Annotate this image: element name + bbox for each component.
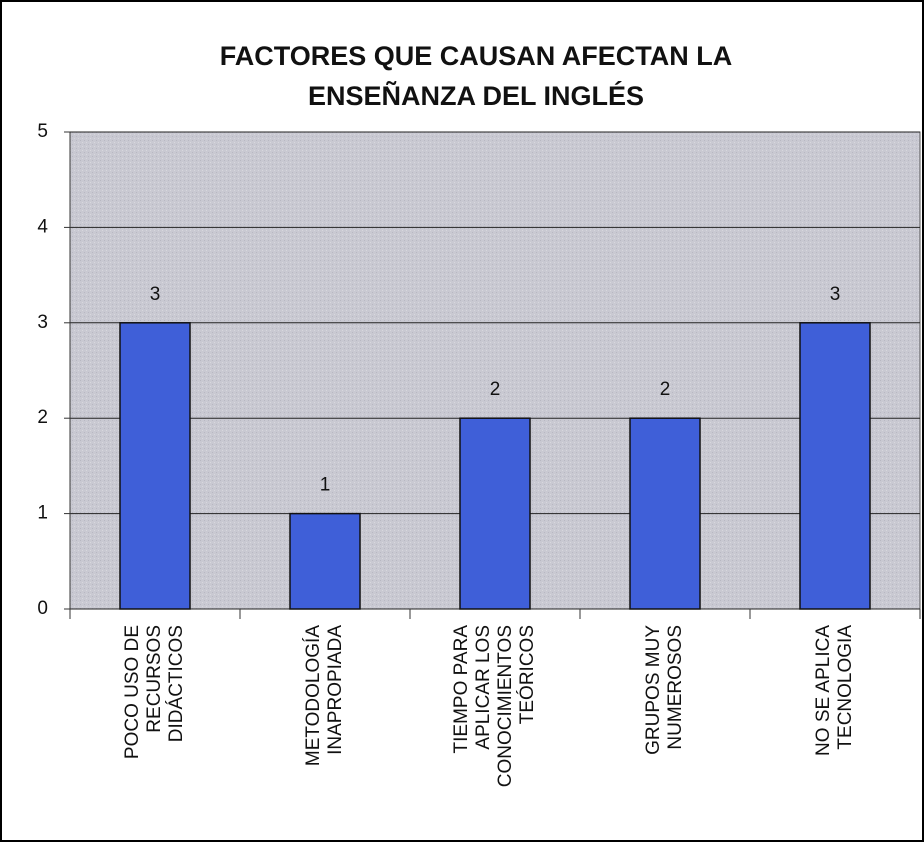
y-tick-label: 2 [37,407,48,428]
y-tick-label: 3 [37,312,48,333]
y-tick-label: 0 [37,598,48,619]
x-tick-label: POCO USO DE RECURSOS DIDÁCTICOS [122,625,187,760]
bar [629,417,701,610]
x-tick-label: GRUPOS MUY NUMEROSOS [643,625,686,755]
x-tick-label: METODOLOGÍA INAPROPIADA [303,625,346,767]
data-label: 2 [660,379,671,400]
bar [459,417,531,610]
bar [119,322,191,610]
bar [799,322,871,610]
y-tick-label: 5 [37,121,48,142]
data-label: 3 [830,284,841,305]
data-label: 1 [320,475,331,496]
y-tick-label: 4 [37,216,48,237]
chart-title: FACTORES QUE CAUSAN AFECTAN LA ENSEÑANZA… [219,41,733,111]
bar [289,512,361,610]
y-tick-label: 1 [37,503,48,524]
data-label: 2 [490,379,501,400]
x-tick-label: TIEMPO PARA APLICAR LOS CONOCIMIENTOS TE… [451,625,538,788]
data-label: 3 [150,284,161,305]
x-tick-label: NO SE APLICA TECNOLOGIA [813,625,856,756]
